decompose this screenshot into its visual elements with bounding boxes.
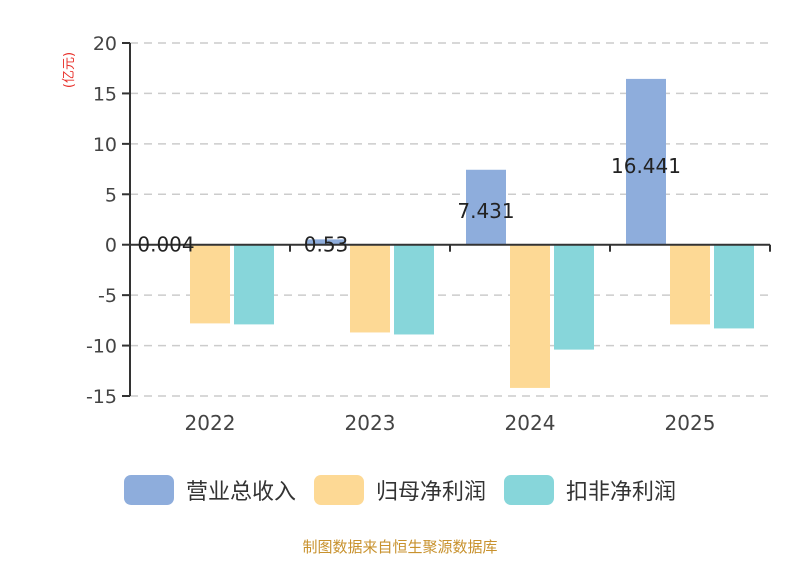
data-label: 16.441	[611, 154, 681, 178]
x-tick-label: 2023	[345, 411, 396, 435]
bar	[554, 244, 594, 350]
bar	[510, 244, 550, 388]
y-tick-label: 20	[93, 33, 117, 55]
bar	[306, 239, 346, 245]
y-tick-label: -5	[98, 285, 117, 307]
legend-item-net-profit[interactable]: 归母净利润	[313, 474, 486, 506]
grid-lines	[130, 42, 770, 397]
bar	[394, 244, 434, 335]
y-tick-label: 10	[93, 134, 117, 156]
x-tick-label: 2022	[185, 411, 236, 435]
legend-swatch-revenue	[123, 475, 174, 505]
legend-label: 扣非净利润	[566, 480, 677, 505]
bar	[190, 244, 230, 324]
data-labels: 0.004 0.53 7.431 16.441	[137, 154, 681, 257]
bar	[350, 244, 390, 333]
bar	[714, 244, 754, 329]
x-tick-label: 2024	[505, 411, 556, 435]
y-tick-label: 5	[105, 184, 117, 206]
bar	[626, 78, 666, 245]
legend-label: 营业总收入	[185, 480, 296, 505]
y-tick-label: -10	[86, 336, 117, 358]
data-label: 7.431	[457, 199, 514, 223]
legend: 营业总收入 归母净利润 扣非净利润	[0, 474, 800, 506]
legend-item-revenue[interactable]: 营业总收入	[123, 474, 296, 506]
y-tick-label: -15	[86, 386, 117, 408]
axes	[122, 42, 771, 397]
data-source-note: 制图数据来自恒生聚源数据库	[302, 538, 498, 556]
y-tick-labels: 20 15 10 5 0 -5 -10 -15	[86, 33, 117, 408]
y-tick-label: 0	[105, 235, 117, 257]
bar	[234, 244, 274, 325]
y-tick-label: 15	[93, 83, 117, 105]
data-label: 0.53	[304, 233, 349, 257]
y-axis-unit-label: (亿元)	[62, 52, 77, 88]
data-label: 0.004	[137, 233, 194, 257]
bar	[466, 169, 506, 245]
legend-label: 归母净利润	[375, 480, 486, 505]
x-tick-labels: 2022 2023 2024 2025	[185, 411, 716, 435]
legend-item-deducted-profit[interactable]: 扣非净利润	[504, 474, 676, 506]
bars	[146, 78, 754, 388]
legend-swatch-net-profit	[313, 475, 364, 505]
bar	[670, 244, 710, 325]
legend-swatch-deducted-profit	[504, 475, 554, 505]
x-tick-label: 2025	[665, 411, 716, 435]
